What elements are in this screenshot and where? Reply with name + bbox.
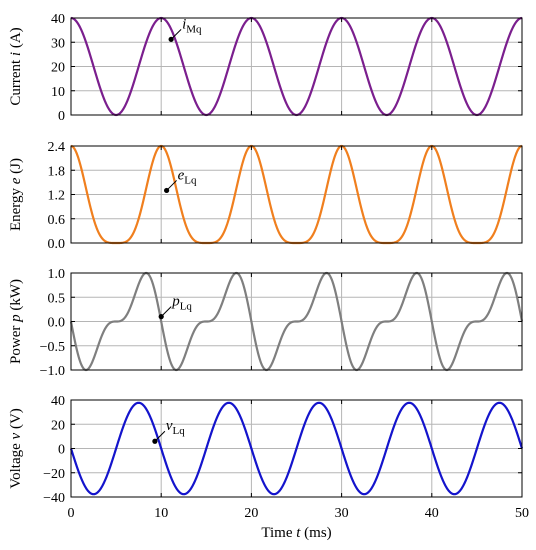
x-tick-label-1: 10 bbox=[154, 506, 168, 521]
annotation-leader bbox=[154, 430, 166, 442]
y-tick-label-0: 0.0 bbox=[48, 237, 66, 252]
y-tick-label-3: 30 bbox=[51, 36, 65, 51]
annotation-leader bbox=[170, 28, 182, 40]
panel-1: 0 10 20 30 40 Current i (A) iMq bbox=[8, 12, 523, 124]
y-tick-label-0: −1.0 bbox=[40, 364, 65, 379]
y-tick-label-0: −40 bbox=[43, 491, 65, 506]
x-tick-label-2: 20 bbox=[244, 506, 258, 521]
y-tick-label-2: 0 bbox=[58, 443, 65, 458]
y-tick-label-1: −0.5 bbox=[40, 340, 65, 355]
y-tick-label-4: 1.0 bbox=[48, 267, 66, 282]
x-tick-label-5: 50 bbox=[515, 506, 529, 521]
y-tick-label-3: 20 bbox=[51, 418, 65, 433]
x-tick-label-3: 30 bbox=[335, 506, 349, 521]
y-axis-label: Voltage v (V) bbox=[8, 408, 24, 489]
y-tick-label-2: 20 bbox=[51, 61, 65, 76]
x-axis-label: Time t (ms) bbox=[261, 525, 331, 541]
y-tick-label-1: 10 bbox=[51, 85, 65, 100]
y-tick-label-3: 0.5 bbox=[48, 291, 66, 306]
y-axis-label: Power p (kW) bbox=[8, 279, 24, 364]
annotation-leader bbox=[160, 306, 172, 318]
annotation-label-eLq: eLq bbox=[178, 167, 197, 186]
panel-3: −1.0 −0.5 0.0 0.5 1.0 Power p (kW) pLq bbox=[8, 267, 524, 379]
y-axis-label: Energy e (J) bbox=[8, 158, 24, 231]
x-tick-label-0: 0 bbox=[68, 506, 75, 521]
annotation-label-vLq: vLq bbox=[166, 418, 185, 437]
y-tick-label-4: 40 bbox=[51, 394, 65, 409]
annotation-label-pLq: pLq bbox=[171, 294, 192, 313]
y-tick-label-4: 40 bbox=[51, 12, 65, 27]
y-tick-label-1: 0.6 bbox=[48, 213, 66, 228]
annotation-label-iMq: iMq bbox=[182, 16, 202, 35]
series-line-vLq bbox=[69, 401, 524, 496]
y-tick-label-2: 1.2 bbox=[48, 189, 66, 204]
x-tick-label-4: 40 bbox=[425, 506, 439, 521]
panel-4: −40 −20 0 20 40 0 10 20 30 40 50 Voltage v (V) Time … bbox=[8, 394, 529, 541]
y-tick-label-4: 2.4 bbox=[48, 140, 66, 155]
y-tick-label-3: 1.8 bbox=[48, 164, 66, 179]
y-axis-label: Current i (A) bbox=[8, 27, 24, 105]
annotation-leader bbox=[166, 180, 177, 191]
panel-2: 0.0 0.6 1.2 1.8 2.4 Energy e (J) eLq bbox=[8, 140, 523, 252]
y-tick-label-0: 0 bbox=[58, 109, 65, 124]
y-tick-label-2: 0.0 bbox=[48, 316, 66, 331]
y-tick-label-1: −20 bbox=[43, 467, 65, 482]
